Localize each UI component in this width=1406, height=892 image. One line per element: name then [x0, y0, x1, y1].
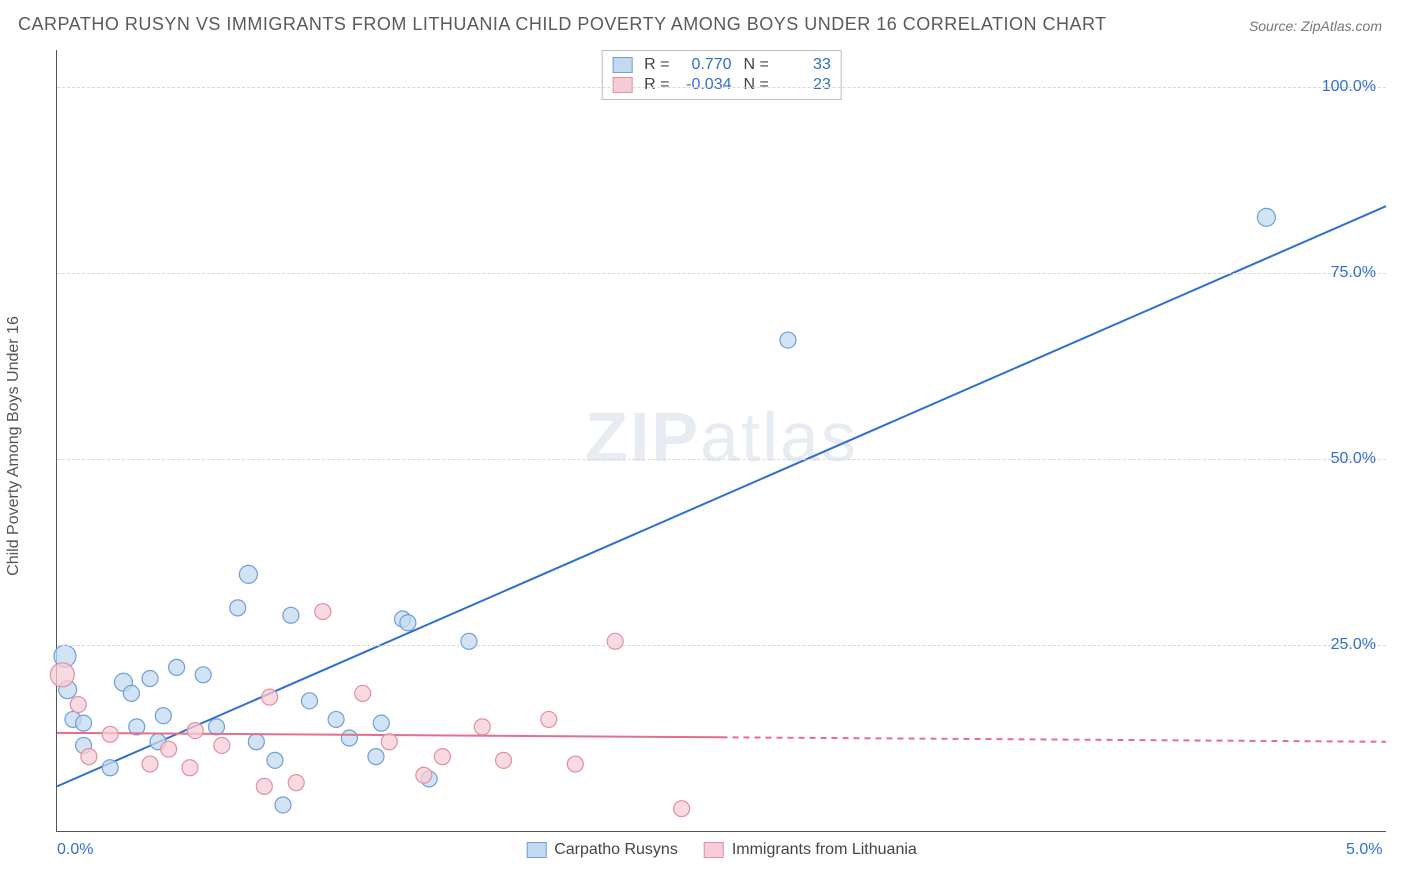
data-point: [169, 659, 185, 675]
r-label: R =: [644, 76, 669, 94]
data-point: [81, 749, 97, 765]
gridline: [57, 273, 1386, 274]
n-value: 33: [781, 56, 831, 74]
data-point: [780, 332, 796, 348]
data-point: [102, 726, 118, 742]
data-point: [400, 615, 416, 631]
legend-swatch: [612, 77, 632, 93]
data-point: [288, 775, 304, 791]
legend-item: Carpatho Rusyns: [526, 841, 678, 859]
stats-row: R = -0.034 N = 23: [612, 75, 831, 95]
source-label: Source: ZipAtlas.com: [1249, 18, 1382, 34]
data-point: [302, 693, 318, 709]
y-tick-label: 50.0%: [1331, 450, 1376, 468]
r-value: -0.034: [682, 76, 732, 94]
data-point: [355, 685, 371, 701]
legend-swatch: [704, 842, 724, 858]
data-point: [155, 708, 171, 724]
data-point: [214, 737, 230, 753]
n-value: 23: [781, 76, 831, 94]
gridline: [57, 459, 1386, 460]
r-label: R =: [644, 56, 669, 74]
data-point: [674, 801, 690, 817]
data-point: [275, 797, 291, 813]
gridline: [57, 87, 1386, 88]
data-point: [50, 663, 74, 687]
gridline: [57, 645, 1386, 646]
legend-item: Immigrants from Lithuania: [704, 841, 917, 859]
data-point: [1257, 208, 1275, 226]
data-point: [474, 719, 490, 735]
x-tick-label: 0.0%: [57, 841, 93, 859]
legend-label: Carpatho Rusyns: [554, 841, 678, 859]
data-point: [262, 689, 278, 705]
data-point: [161, 741, 177, 757]
data-point: [230, 600, 246, 616]
data-point: [208, 719, 224, 735]
plot-area: ZIPatlas R =0.770N =33R =-0.034N =23 Car…: [56, 50, 1386, 832]
data-point: [76, 715, 92, 731]
data-point: [434, 749, 450, 765]
y-tick-label: 100.0%: [1322, 78, 1376, 96]
x-tick-label: 5.0%: [1346, 841, 1382, 859]
chart-title: CARPATHO RUSYN VS IMMIGRANTS FROM LITHUA…: [18, 14, 1107, 35]
data-point: [315, 604, 331, 620]
data-point: [416, 767, 432, 783]
data-point: [541, 711, 557, 727]
data-point: [187, 723, 203, 739]
chart-svg: [57, 50, 1386, 831]
data-point: [182, 760, 198, 776]
series-legend: Carpatho Rusyns Immigrants from Lithuania: [526, 841, 917, 859]
data-point: [341, 730, 357, 746]
stats-row: R = 0.770 N = 33: [612, 55, 831, 75]
legend-swatch: [612, 57, 632, 73]
y-tick-label: 75.0%: [1331, 264, 1376, 282]
data-point: [328, 711, 344, 727]
n-label: N =: [744, 76, 769, 94]
data-point: [239, 565, 257, 583]
y-axis-label: Child Poverty Among Boys Under 16: [5, 316, 23, 576]
data-point: [381, 734, 397, 750]
data-point: [70, 697, 86, 713]
data-point: [267, 752, 283, 768]
data-point: [567, 756, 583, 772]
data-point: [496, 752, 512, 768]
data-point: [123, 685, 139, 701]
data-point: [142, 671, 158, 687]
data-point: [461, 633, 477, 649]
y-tick-label: 25.0%: [1331, 636, 1376, 654]
data-point: [248, 734, 264, 750]
legend-swatch: [526, 842, 546, 858]
data-point: [142, 756, 158, 772]
data-point: [607, 633, 623, 649]
legend-label: Immigrants from Lithuania: [732, 841, 917, 859]
stats-legend: R = 0.770 N = 33 R = -0.034 N = 23: [601, 50, 842, 100]
data-point: [256, 778, 272, 794]
data-point: [102, 760, 118, 776]
data-point: [283, 607, 299, 623]
data-point: [195, 667, 211, 683]
n-label: N =: [744, 56, 769, 74]
data-point: [373, 715, 389, 731]
r-value: 0.770: [682, 56, 732, 74]
data-point: [368, 749, 384, 765]
